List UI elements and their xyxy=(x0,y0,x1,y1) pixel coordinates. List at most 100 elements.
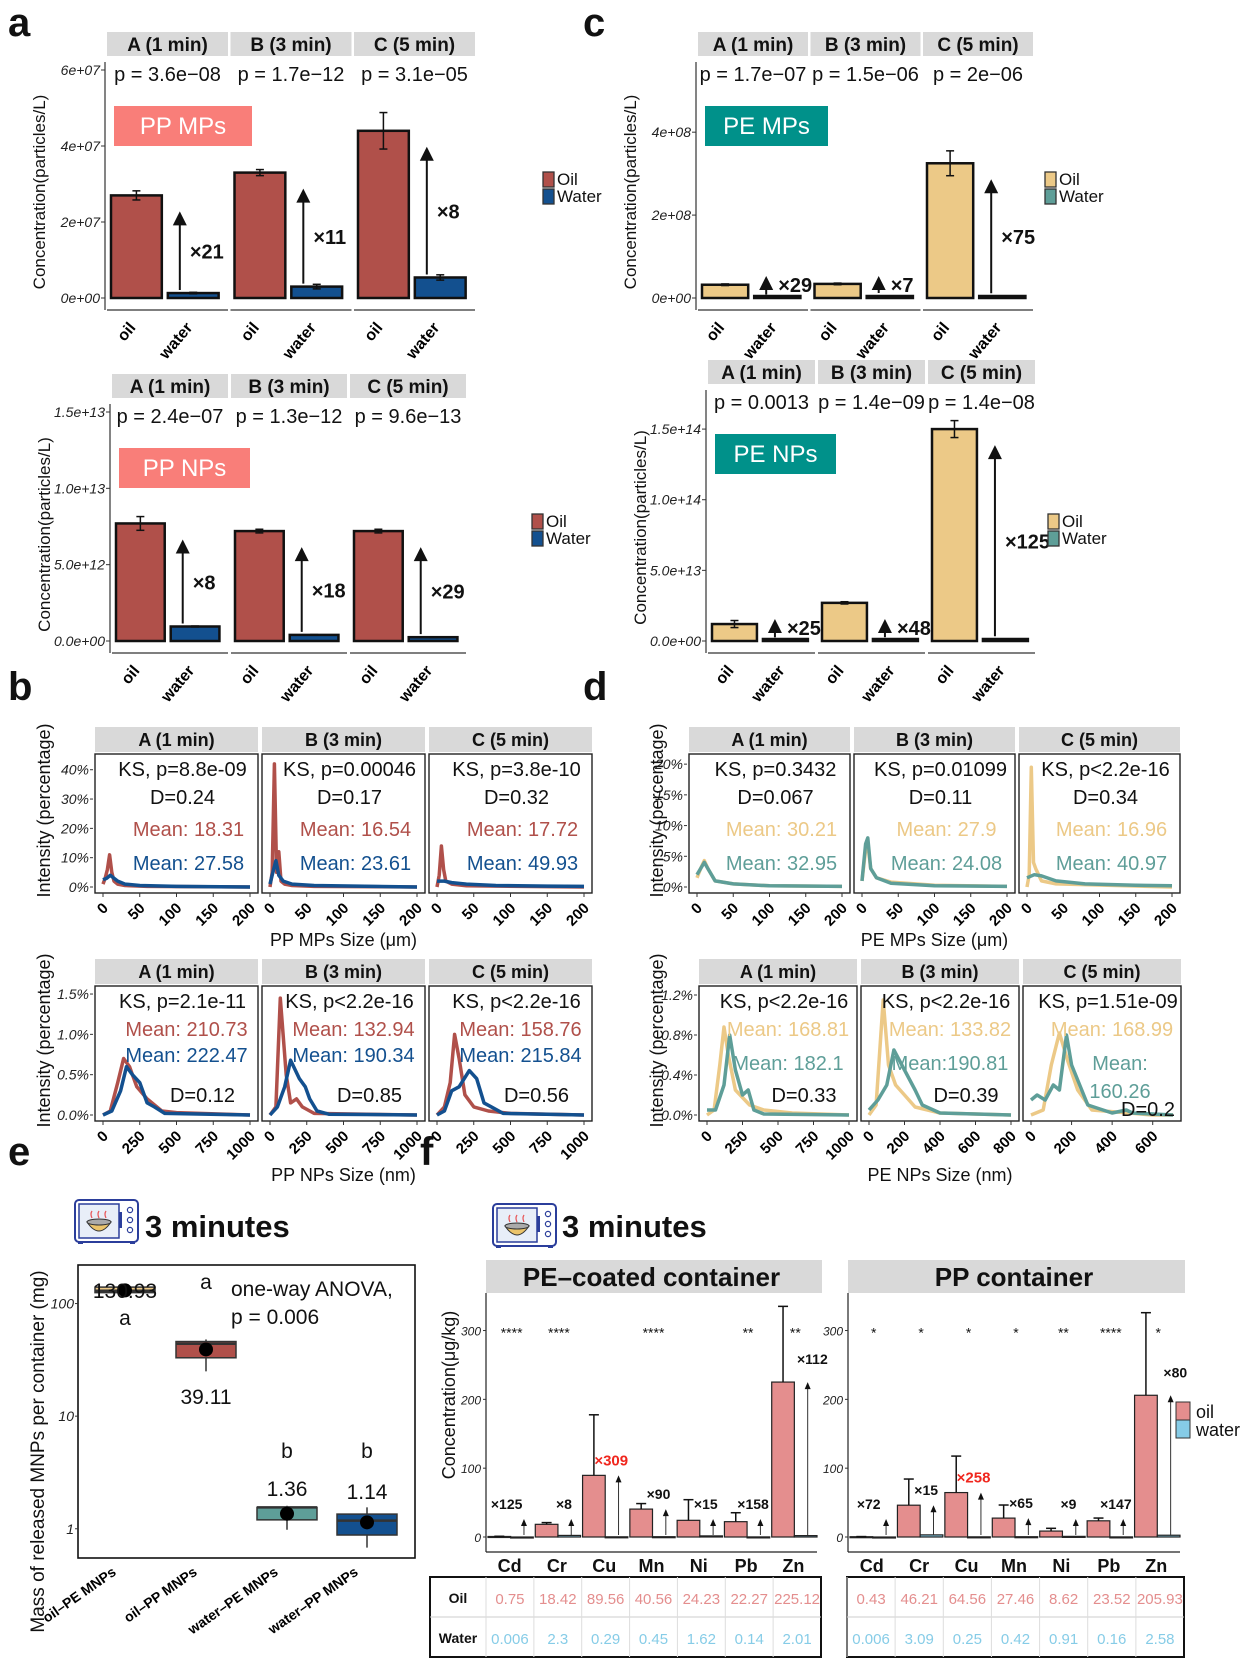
water-density-line xyxy=(1026,872,1173,888)
oil-bar xyxy=(629,1508,654,1538)
arrow-head-icon xyxy=(175,539,190,554)
legend-swatch xyxy=(1175,1419,1191,1439)
facet-3: C (5 min) 0 50 100 150 200 KS, p=3.8e-10 D=0.32… xyxy=(428,727,593,930)
water-mean-label: Mean: 27.58 xyxy=(133,853,244,875)
oil-mean-label: Mean: 168.81 xyxy=(727,1019,849,1041)
significance-stars: **** xyxy=(501,1325,523,1341)
facet-strip xyxy=(354,32,475,56)
x-tick-label: 600 xyxy=(1132,1128,1162,1158)
x-tick-label: 200 xyxy=(986,900,1016,930)
x-tick-label: Ni xyxy=(1052,1556,1070,1576)
legend-label: water xyxy=(1195,1420,1240,1440)
water-bar xyxy=(557,1534,582,1538)
panel-label-b: b xyxy=(8,665,32,709)
oil-mean-label: Mean: 133.82 xyxy=(889,1019,1011,1041)
y-tick-label: 1 xyxy=(66,1521,74,1537)
facet-label: C (5 min) xyxy=(941,363,1022,384)
facet-2: B (3 min) 0 50 100 150 200 KS, p=0.00046 D=0.17… xyxy=(261,727,426,930)
facet-strip xyxy=(112,374,228,398)
oil-bar xyxy=(930,427,979,643)
x-tick-label: Mn xyxy=(1001,1556,1027,1576)
facet-1: A (1 min) 0 250 500 750 1000 KS, p<2.2e-16 Mean… xyxy=(698,959,858,1163)
x-tick-label: oil xyxy=(713,663,738,688)
table-cell-water: 2.58 xyxy=(1145,1631,1174,1648)
facet-strip xyxy=(95,727,258,752)
x-tick-label: 100 xyxy=(490,900,520,930)
arrow-head-icon xyxy=(984,179,999,194)
x-tick-label: oil xyxy=(118,663,143,688)
y-tick-label: 1.2% xyxy=(661,987,693,1003)
water-mean-label: Mean: 190.34 xyxy=(292,1045,414,1067)
d-statistic: D=0.067 xyxy=(737,787,813,809)
table-cell-water: 0.14 xyxy=(735,1631,764,1648)
p-value: p = 1.7e−12 xyxy=(238,64,345,86)
facet-label: C (5 min) xyxy=(1063,962,1140,982)
facet-2: B (3 min) p = 1.7e−12 oil water ×11 xyxy=(230,32,352,363)
fold-change-label: ×8 xyxy=(193,572,216,594)
y-axis-label: Intensity (percentage) xyxy=(647,953,667,1127)
ks-test-label: KS, p<2.2e-16 xyxy=(720,991,848,1013)
y-tick-label: 100 xyxy=(823,1462,843,1476)
water-bar xyxy=(1109,1536,1134,1539)
fold-change-label: ×29 xyxy=(778,275,812,297)
heading-3-minutes: 3 minutes xyxy=(562,1209,707,1244)
mean-point xyxy=(360,1515,374,1530)
oil-bar xyxy=(114,522,166,643)
fold-change-label: ×90 xyxy=(647,1486,671,1502)
facet-strip xyxy=(262,959,425,984)
d-statistic: D=0.33 xyxy=(771,1085,836,1107)
facet-strip xyxy=(95,959,258,984)
water-bar xyxy=(699,1535,724,1538)
water-mean-label: Mean:190.81 xyxy=(892,1053,1009,1075)
y-tick-label: 2e+07 xyxy=(60,214,102,230)
arrow-head-icon xyxy=(296,188,311,203)
facet-strip xyxy=(708,360,815,384)
x-tick-label: water xyxy=(158,663,199,707)
ks-test-label: KS, p<2.2e-16 xyxy=(285,991,413,1013)
x-tick-label: Zn xyxy=(1145,1556,1167,1576)
x-tick-label: Ni xyxy=(690,1556,708,1576)
x-tick-label: 50 xyxy=(883,900,907,924)
oil-bar xyxy=(771,1381,795,1538)
legend-swatch xyxy=(542,171,555,188)
table-cell-oil: 23.52 xyxy=(1093,1591,1131,1608)
legend-label: oil xyxy=(1196,1402,1214,1422)
y-axis-label: Concentration(particles/L) xyxy=(35,437,54,632)
oil-mean-label: Mean: 210.73 xyxy=(125,1019,247,1041)
y-axis-label: Intensity (percentage) xyxy=(34,723,54,897)
x-tick-label: oil xyxy=(816,320,841,345)
plot-frame xyxy=(77,1264,416,1559)
bowl-rim xyxy=(86,1218,112,1226)
water-mean-label: Mean: 24.08 xyxy=(891,853,1002,875)
material-badge-label: PE MPs xyxy=(723,113,810,140)
y-tick-label: 15% xyxy=(655,787,683,803)
x-tick-label: 200 xyxy=(1151,900,1181,930)
x-tick-label: Cd xyxy=(498,1556,522,1576)
fold-change-label: ×147 xyxy=(1100,1496,1132,1512)
d-statistic: D=0.39 xyxy=(933,1085,998,1107)
fold-change-label: ×15 xyxy=(914,1482,938,1498)
x-tick-label: 600 xyxy=(955,1128,985,1158)
water-bar xyxy=(510,1536,534,1539)
oil-bar xyxy=(1039,1530,1064,1538)
steam-icon xyxy=(97,1210,100,1219)
legend-swatch xyxy=(1175,1401,1191,1421)
table-cell-oil: 225.12 xyxy=(774,1591,820,1608)
oil-bar xyxy=(1133,1394,1158,1538)
facet-strip xyxy=(486,1260,822,1293)
ks-test-label: KS, p=0.01099 xyxy=(874,759,1007,781)
legend-swatch xyxy=(531,513,544,530)
anova-label: one-way ANOVA, xyxy=(231,1278,393,1301)
facet-label: B (3 min) xyxy=(831,363,912,384)
fold-change-label: ×80 xyxy=(1163,1364,1187,1380)
x-tick-label: 100 xyxy=(1079,900,1109,930)
facet-strip xyxy=(1019,727,1180,752)
water-density-line xyxy=(695,860,843,889)
facet-3: C (5 min) 0 200 400 600 KS, p=1.51e-09 Mean: 1… xyxy=(1022,959,1182,1158)
arrow-head-icon xyxy=(759,276,774,290)
x-tick-label: Pb xyxy=(1097,1556,1120,1576)
x-tick-label: 200 xyxy=(1051,1128,1081,1158)
legend-swatch xyxy=(542,188,555,205)
x-tick-label: water xyxy=(852,320,893,364)
